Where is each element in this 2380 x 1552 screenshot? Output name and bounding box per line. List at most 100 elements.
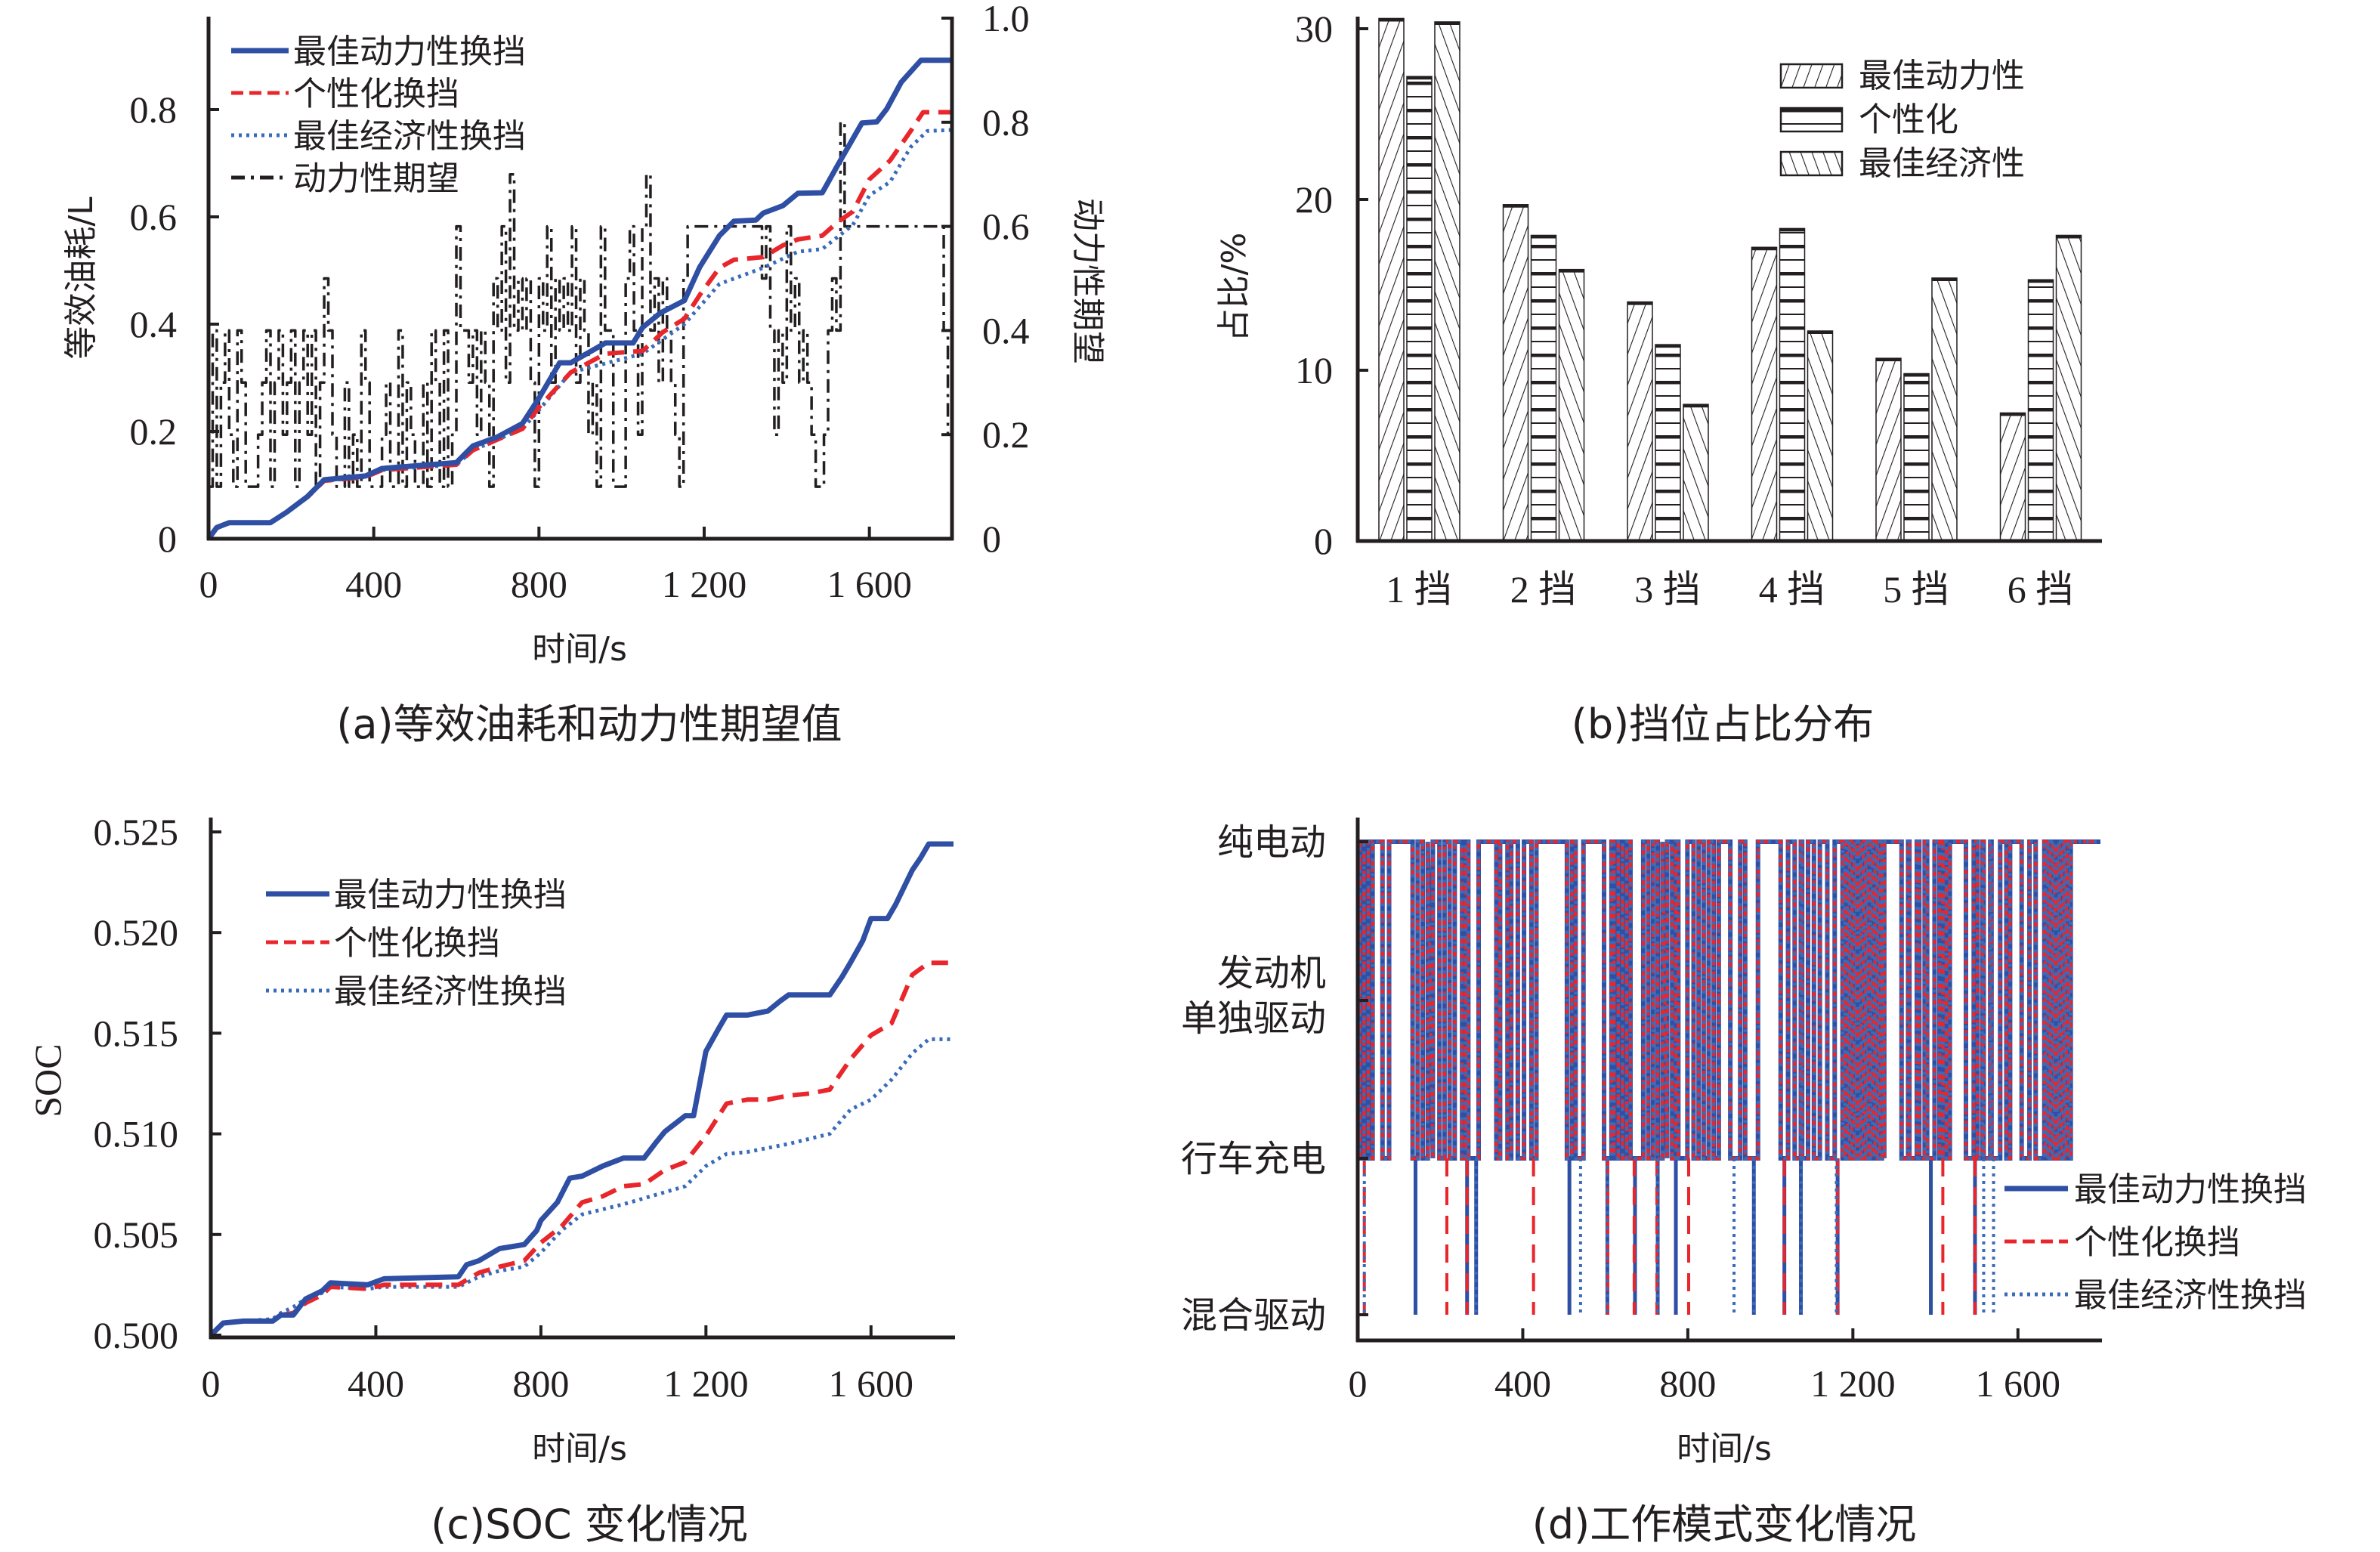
y-category-label: 混合驱动 xyxy=(1181,1294,1326,1337)
y-tick-label: 0.520 xyxy=(94,911,179,954)
legend-background-2 xyxy=(1998,1272,2376,1317)
legend-swatch-2 xyxy=(1779,150,1844,177)
bar-0-2 xyxy=(1627,301,1653,542)
y-tick-label: 0.510 xyxy=(94,1113,179,1155)
legend-label-2: 最佳经济性换挡 xyxy=(334,972,567,1011)
panel-b-y-axis-title: 占比/% xyxy=(1215,233,1253,342)
y-tick-label: 20 xyxy=(1295,178,1333,221)
mode-line-2 xyxy=(1358,839,2100,1161)
x-tick-label: 1 200 xyxy=(662,563,747,605)
panel-d-caption: (d)工作模式变化情况 xyxy=(1532,1501,1916,1548)
bar-2-1 xyxy=(1558,268,1585,542)
y2-tick-label: 0 xyxy=(982,518,1001,560)
y-tick-label: 0 xyxy=(1314,520,1333,562)
bar-2-2 xyxy=(1683,403,1709,542)
legend-label-0: 最佳动力性换挡 xyxy=(293,32,526,71)
x-tick-label: 5 挡 xyxy=(1883,568,1949,611)
legend-label-0: 最佳动力性 xyxy=(1859,57,2025,95)
legend-label-2: 最佳经济性 xyxy=(1859,144,2025,183)
bar-0-0 xyxy=(1378,17,1405,542)
panel-c-y-axis-title: SOC xyxy=(26,1043,69,1117)
x-tick-label: 800 xyxy=(512,1362,569,1405)
y-category-label: 单独驱动 xyxy=(1181,997,1326,1040)
x-tick-label: 1 600 xyxy=(827,563,912,605)
x-tick-label: 0 xyxy=(1349,1362,1368,1405)
panel-a-ticks: 0 400 800 1 200 1 600 0 0.2 0.4 0.6 0.8 0 0.2 0.4 0.6… xyxy=(130,0,1030,605)
x-tick-label: 0 xyxy=(199,563,218,605)
panel-c-series xyxy=(209,841,954,1337)
bar-1-1 xyxy=(1530,234,1557,542)
x-tick-label: 0 xyxy=(202,1362,221,1405)
y-tick-label: 0.4 xyxy=(130,303,178,345)
bar-2-4 xyxy=(1931,277,1958,542)
y-category-label: 纯电动 xyxy=(1217,821,1326,864)
panel-a-y2-axis-title: 动力性期望 xyxy=(1068,198,1107,364)
bar-2-0 xyxy=(1434,21,1460,542)
legend-label-1: 个性化换挡 xyxy=(2074,1223,2240,1262)
x-tick-label: 1 挡 xyxy=(1386,568,1452,611)
x-tick-label: 2 挡 xyxy=(1510,568,1577,611)
panel-c-soc: 0 400 800 1 200 1 600 0.500 0.505 0.510 0.515 0.5… xyxy=(26,811,955,1548)
series-line-1 xyxy=(206,110,952,540)
y-tick-label: 0.500 xyxy=(94,1314,179,1356)
legend-label-2: 最佳经济性换挡 xyxy=(293,117,526,156)
legend-label-1: 个性化换挡 xyxy=(334,924,500,963)
y-category-label: 发动机 xyxy=(1217,952,1326,994)
bar-0-4 xyxy=(1875,357,1902,542)
legend-label-2: 最佳经济性换挡 xyxy=(2074,1276,2307,1315)
panel-c-ticks: 0 400 800 1 200 1 600 0.500 0.505 0.510 0.515 0.5… xyxy=(94,811,914,1405)
y-tick-label: 0.525 xyxy=(94,811,179,853)
panel-b-caption: (b)挡位占比分布 xyxy=(1572,700,1874,748)
legend-label-0: 最佳动力性换挡 xyxy=(2074,1170,2307,1209)
x-tick-label: 800 xyxy=(511,563,567,605)
bar-0-1 xyxy=(1502,204,1529,542)
y-tick-label: 10 xyxy=(1295,349,1333,391)
series-line-1 xyxy=(209,960,954,1337)
legend-label-3: 动力性期望 xyxy=(293,159,459,198)
panel-b-gear-distribution: 1 挡 2 挡 3 挡 4 挡 5 挡 6 挡 0 10 20 30 占比/% (b)挡位占比分… xyxy=(1215,8,2102,748)
panel-d-x-axis-title: 时间/s xyxy=(1677,1430,1772,1468)
y2-tick-label: 1.0 xyxy=(982,0,1030,39)
panel-a-caption: (a)等效油耗和动力性期望值 xyxy=(336,700,842,748)
x-tick-label: 6 挡 xyxy=(2008,568,2074,611)
y2-tick-label: 0.8 xyxy=(982,101,1030,144)
panel-c-caption: (c)SOC 变化情况 xyxy=(431,1501,747,1548)
x-tick-label: 1 600 xyxy=(829,1362,914,1405)
x-tick-label: 400 xyxy=(1494,1362,1551,1405)
series-line-0 xyxy=(209,841,954,1337)
x-tick-label: 400 xyxy=(348,1362,404,1405)
x-tick-label: 4 挡 xyxy=(1759,568,1825,611)
x-tick-label: 1 600 xyxy=(1976,1362,2061,1405)
x-tick-label: 800 xyxy=(1659,1362,1716,1405)
panel-d-series xyxy=(1357,839,2100,1315)
panel-a-y-axis-title: 等效油耗/L xyxy=(62,196,100,360)
series-line-2 xyxy=(209,1037,954,1337)
series-line-0 xyxy=(206,57,952,541)
y2-tick-label: 0.6 xyxy=(982,206,1030,248)
legend-swatch-1 xyxy=(1779,107,1844,133)
panel-a-series xyxy=(206,57,954,541)
bar-2-3 xyxy=(1807,330,1834,542)
y-tick-label: 0.6 xyxy=(130,196,178,238)
y2-tick-label: 0.4 xyxy=(982,309,1030,351)
y-tick-label: 0.515 xyxy=(94,1012,179,1054)
bar-1-5 xyxy=(2027,279,2054,542)
bar-1-2 xyxy=(1655,344,1681,542)
bar-2-5 xyxy=(2055,234,2082,542)
legend-swatch-0 xyxy=(1779,63,1844,89)
bar-0-3 xyxy=(1751,246,1778,542)
bar-0-5 xyxy=(1999,412,2026,542)
panel-c-x-axis-title: 时间/s xyxy=(532,1430,627,1468)
panel-a-fuel-and-power-expectation: 0 400 800 1 200 1 600 0 0.2 0.4 0.6 0.8 0 0.2 0.4 0.6… xyxy=(62,0,1107,748)
panel-a-x-axis-title: 时间/s xyxy=(532,630,627,669)
y2-tick-label: 0.2 xyxy=(982,413,1030,456)
bar-1-3 xyxy=(1779,227,1806,542)
panel-b-ticks: 0 10 20 30 xyxy=(1295,8,1368,562)
